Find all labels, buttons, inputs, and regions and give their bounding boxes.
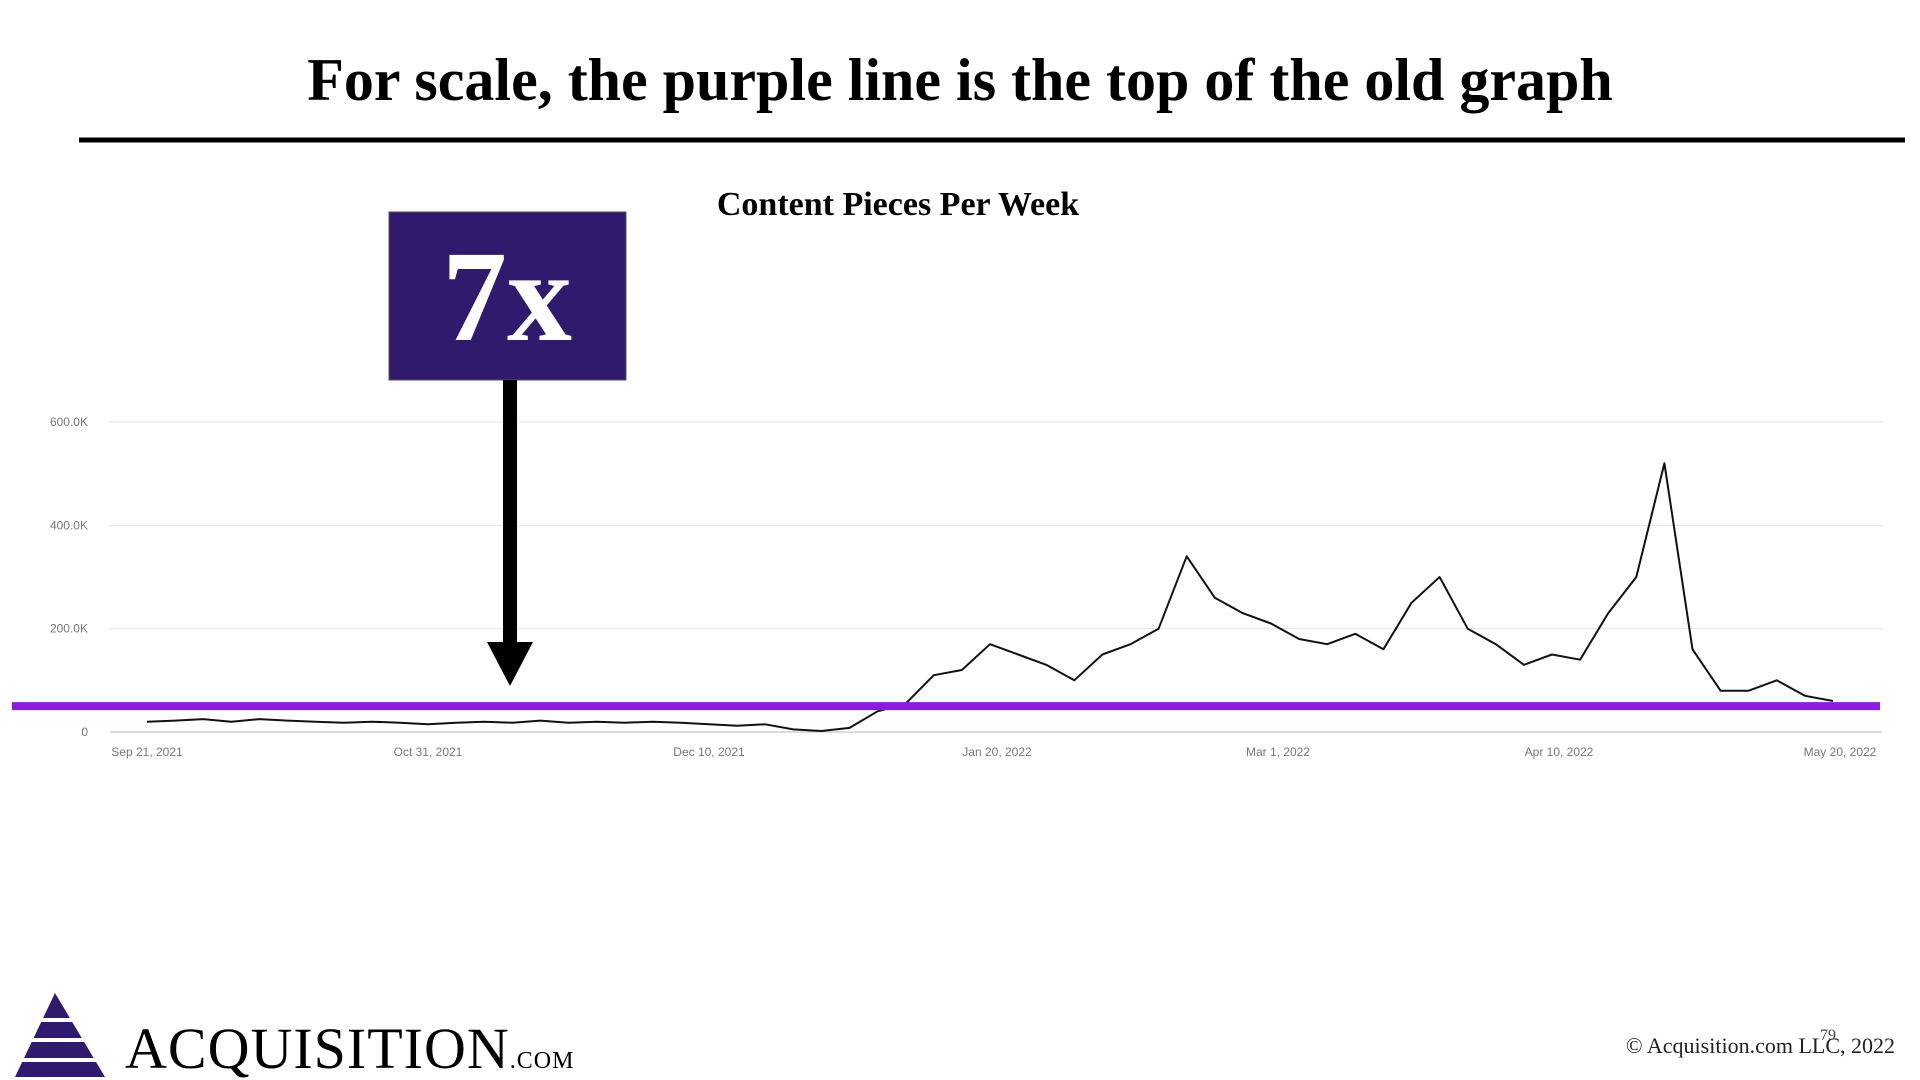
annotation-text: 7x (442, 225, 572, 369)
arrow-head (487, 642, 533, 686)
logo-text: ACQUISITION.COM (125, 1016, 574, 1080)
y-tick-label: 200.0K (50, 622, 88, 636)
data-line (146, 462, 1834, 732)
x-tick-label: Jan 20, 2022 (962, 745, 1032, 759)
annotation-box (388, 211, 627, 381)
x-tick-label: Apr 10, 2022 (1525, 745, 1594, 759)
slide-title: For scale, the purple line is the top of… (307, 47, 1613, 113)
x-tick-label: May 20, 2022 (1804, 745, 1877, 759)
logo-triangle (15, 993, 105, 1077)
x-tick-label: Dec 10, 2021 (673, 745, 745, 759)
plot: 0 200.0K 400.0K 600.0K Sep 21, 2021 Oct 31, 2… (12, 415, 1882, 759)
logo-suffix: .COM (510, 1048, 575, 1074)
chart-title: Content Pieces Per Week (717, 186, 1079, 223)
page-number: 79 (1820, 1027, 1836, 1044)
y-tick-label: 400.0K (50, 518, 88, 532)
x-tick-label: Sep 21, 2021 (111, 745, 183, 759)
copyright: © Acquisition.com LLC, 2022 (1626, 1033, 1895, 1058)
x-tick-label: Oct 31, 2021 (394, 745, 463, 759)
x-tick-label: Mar 1, 2022 (1246, 745, 1310, 759)
logo-word: ACQUISITION (125, 1016, 510, 1080)
arrow-shaft (503, 380, 517, 645)
y-tick-label: 0 (81, 725, 88, 739)
y-tick-label: 600.0K (50, 415, 88, 429)
